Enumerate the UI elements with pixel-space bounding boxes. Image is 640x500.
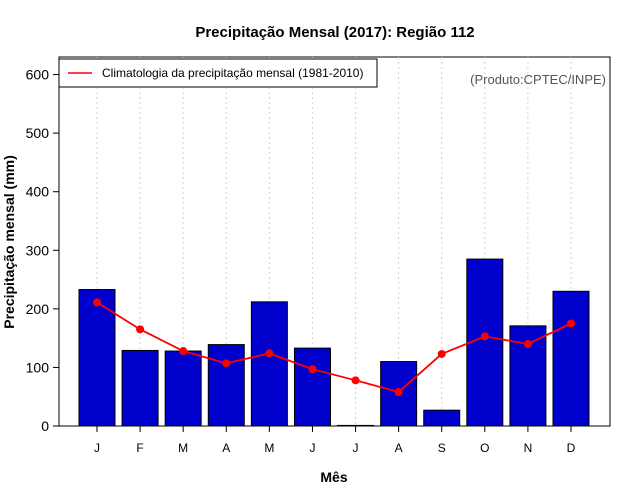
y-tick-label: 600	[26, 67, 50, 83]
y-tick-label: 400	[26, 184, 50, 200]
legend-label: Climatologia da precipitação mensal (198…	[102, 66, 363, 80]
climatology-point	[222, 359, 231, 368]
x-tick-label: M	[264, 441, 274, 455]
climatology-point	[437, 349, 446, 358]
climatology-point	[179, 347, 188, 356]
legend-box	[58, 58, 378, 88]
x-axis-title: Mês	[320, 469, 347, 485]
x-tick-label: A	[222, 441, 230, 455]
bar-s-8	[423, 409, 461, 427]
x-tick-label: J	[309, 441, 315, 455]
y-tick-label: 500	[26, 125, 50, 141]
climatology-point	[523, 340, 532, 348]
bar-f-1	[121, 349, 159, 427]
climatology-point	[480, 332, 489, 341]
y-axis-title: Precipitação mensal (mm)	[1, 155, 17, 329]
chart-title: Precipitação Mensal (2017): Região 112	[195, 24, 474, 41]
x-tick-label: D	[567, 441, 576, 455]
x-tick-label: A	[395, 441, 403, 455]
climatology-point	[136, 325, 145, 334]
climatology-series	[93, 298, 575, 397]
climatology-point	[567, 319, 575, 328]
plot-frame	[58, 56, 611, 427]
x-tick-label: F	[136, 441, 143, 455]
y-tick-label: 0	[41, 418, 49, 434]
bar-j-6	[337, 424, 375, 427]
y-axis: 0 100 200 300 400 500 600	[26, 67, 59, 434]
plot-area: 0 100 200 300 400 500 600 J F M A M J J A S O N D	[26, 56, 611, 455]
climatology-point	[308, 365, 317, 374]
climatology-point	[394, 388, 403, 397]
bar-m-2	[164, 350, 202, 427]
y-tick-label: 200	[26, 301, 50, 317]
grid-lines	[96, 57, 572, 426]
x-tick-label: J	[94, 441, 100, 455]
x-tick-label: J	[353, 441, 359, 455]
y-tick-label: 100	[26, 359, 50, 375]
x-tick-label: M	[178, 441, 188, 455]
source-annotation: (Produto:CPTEC/INPE)	[470, 72, 606, 87]
climatology-line	[96, 301, 572, 394]
legend: Climatologia da precipitação mensal (198…	[58, 58, 378, 88]
bar-j-5	[293, 347, 331, 427]
x-tick-label: S	[438, 441, 446, 455]
climatology-point	[93, 298, 101, 307]
bar-m-4	[250, 301, 288, 427]
bar-a-3	[207, 344, 245, 427]
bar-o-9	[466, 258, 504, 427]
bar-j-0	[78, 289, 116, 427]
climatology-point	[265, 349, 274, 358]
bar-d-11	[552, 290, 590, 427]
climatology-point	[351, 376, 360, 385]
x-tick-label: O	[480, 441, 489, 455]
bars	[78, 258, 590, 427]
y-tick-label: 300	[26, 242, 50, 258]
x-tick-label: N	[524, 441, 533, 455]
